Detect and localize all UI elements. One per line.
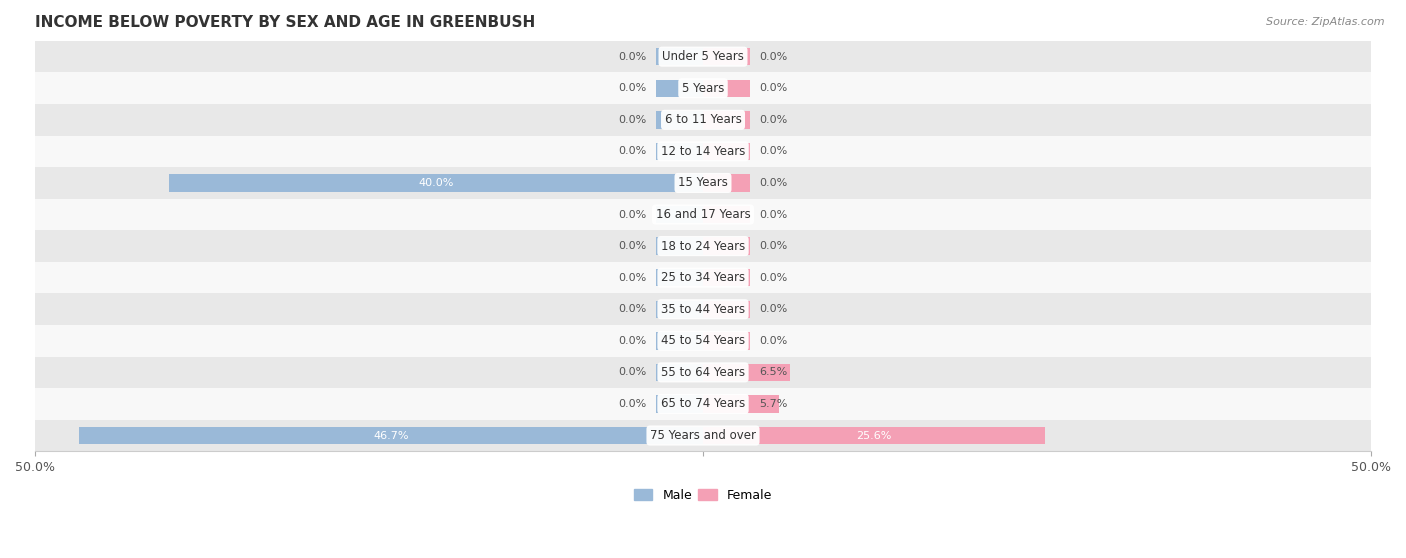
Bar	[657, 301, 703, 318]
Bar	[657, 80, 703, 97]
Text: 0.0%: 0.0%	[619, 115, 647, 125]
Text: 0.0%: 0.0%	[759, 146, 787, 156]
Text: 0.0%: 0.0%	[759, 304, 787, 314]
Text: 35 to 44 Years: 35 to 44 Years	[661, 303, 745, 316]
Bar	[657, 111, 703, 128]
Text: 0.0%: 0.0%	[619, 210, 647, 219]
Text: 6.5%: 6.5%	[759, 367, 787, 377]
Bar	[657, 395, 703, 413]
Bar	[703, 237, 749, 255]
Bar	[703, 427, 1045, 444]
Text: Source: ZipAtlas.com: Source: ZipAtlas.com	[1267, 17, 1385, 27]
Text: 0.0%: 0.0%	[619, 336, 647, 346]
Text: 0.0%: 0.0%	[759, 210, 787, 219]
Bar	[35, 294, 1371, 325]
Text: 46.7%: 46.7%	[374, 431, 409, 440]
Legend: Male, Female: Male, Female	[628, 484, 778, 507]
Bar	[703, 80, 749, 97]
Bar	[35, 167, 1371, 199]
Bar	[35, 357, 1371, 388]
Bar	[703, 301, 749, 318]
Bar	[657, 332, 703, 349]
Text: 0.0%: 0.0%	[619, 273, 647, 283]
Text: 55 to 64 Years: 55 to 64 Years	[661, 366, 745, 379]
Bar	[35, 230, 1371, 262]
Bar	[35, 136, 1371, 167]
Text: 0.0%: 0.0%	[759, 178, 787, 188]
Bar	[169, 174, 703, 191]
Text: 18 to 24 Years: 18 to 24 Years	[661, 239, 745, 253]
Bar	[703, 111, 749, 128]
Bar	[35, 262, 1371, 294]
Text: 65 to 74 Years: 65 to 74 Years	[661, 397, 745, 411]
Text: 0.0%: 0.0%	[759, 83, 787, 93]
Bar	[657, 206, 703, 223]
Text: 5.7%: 5.7%	[759, 399, 787, 409]
Text: Under 5 Years: Under 5 Years	[662, 50, 744, 63]
Bar	[35, 199, 1371, 230]
Text: 16 and 17 Years: 16 and 17 Years	[655, 208, 751, 221]
Bar	[657, 364, 703, 381]
Bar	[703, 269, 749, 286]
Bar	[703, 364, 790, 381]
Text: 0.0%: 0.0%	[619, 52, 647, 62]
Bar	[79, 427, 703, 444]
Text: 0.0%: 0.0%	[619, 367, 647, 377]
Text: 45 to 54 Years: 45 to 54 Years	[661, 334, 745, 347]
Text: 0.0%: 0.0%	[759, 241, 787, 251]
Bar	[703, 206, 749, 223]
Text: 6 to 11 Years: 6 to 11 Years	[665, 113, 741, 126]
Text: 0.0%: 0.0%	[759, 52, 787, 62]
Bar	[35, 41, 1371, 73]
Bar	[703, 143, 749, 160]
Text: 0.0%: 0.0%	[619, 241, 647, 251]
Text: 0.0%: 0.0%	[619, 304, 647, 314]
Text: 0.0%: 0.0%	[759, 336, 787, 346]
Bar	[35, 73, 1371, 104]
Text: 75 Years and over: 75 Years and over	[650, 429, 756, 442]
Text: 0.0%: 0.0%	[619, 399, 647, 409]
Text: 40.0%: 40.0%	[418, 178, 454, 188]
Bar	[35, 104, 1371, 136]
Text: 25 to 34 Years: 25 to 34 Years	[661, 271, 745, 284]
Bar	[703, 332, 749, 349]
Text: 0.0%: 0.0%	[619, 146, 647, 156]
Bar	[35, 420, 1371, 451]
Text: 15 Years: 15 Years	[678, 176, 728, 190]
Bar	[657, 48, 703, 65]
Bar	[657, 143, 703, 160]
Bar	[657, 269, 703, 286]
Bar	[703, 48, 749, 65]
Bar	[35, 388, 1371, 420]
Text: 25.6%: 25.6%	[856, 431, 891, 440]
Bar	[703, 174, 749, 191]
Text: 5 Years: 5 Years	[682, 81, 724, 95]
Bar	[35, 325, 1371, 357]
Text: 0.0%: 0.0%	[759, 273, 787, 283]
Text: 0.0%: 0.0%	[619, 83, 647, 93]
Bar	[703, 395, 779, 413]
Text: 12 to 14 Years: 12 to 14 Years	[661, 145, 745, 158]
Text: INCOME BELOW POVERTY BY SEX AND AGE IN GREENBUSH: INCOME BELOW POVERTY BY SEX AND AGE IN G…	[35, 15, 536, 30]
Bar	[657, 237, 703, 255]
Text: 0.0%: 0.0%	[759, 115, 787, 125]
